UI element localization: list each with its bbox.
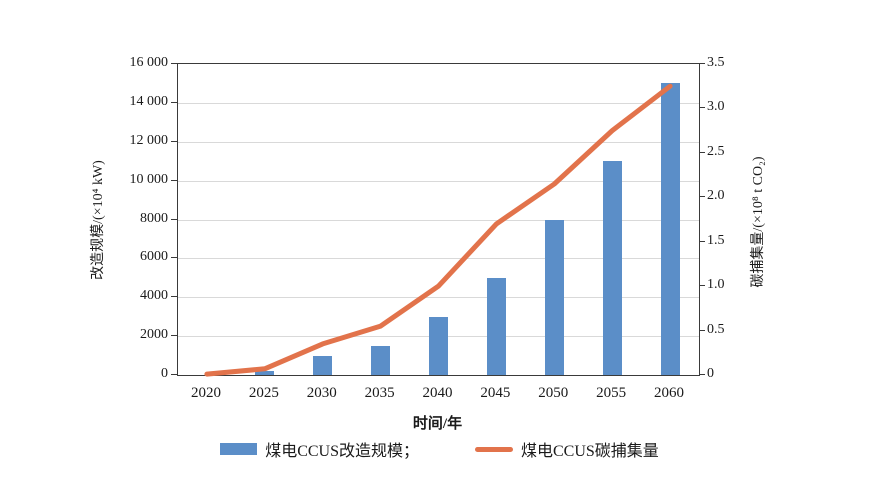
x-axis-tick-label: 2020	[190, 385, 221, 401]
line-series	[204, 83, 673, 377]
right-axis-title: 碳捕集量/(×10⁸ t CO₂)	[751, 156, 766, 288]
right-axis-tick	[699, 196, 705, 198]
left-axis-tick-label: 10 000	[129, 171, 169, 187]
plot-area	[177, 63, 700, 377]
right-axis-tick-label: 3.0	[707, 99, 725, 115]
legend-label-line-series: 煤电CCUS碳捕集量	[521, 443, 659, 460]
right-axis-tick-label: 1.5	[707, 232, 725, 248]
left-axis-tick-label: 12 000	[129, 132, 169, 148]
grid-line	[178, 180, 699, 182]
bar	[660, 83, 680, 375]
right-axis-tick	[699, 374, 705, 375]
left-axis-tick-label: 4000	[140, 288, 168, 304]
left-axis-tick	[171, 374, 177, 375]
left-axis-tick	[171, 140, 177, 142]
x-axis-tick-label: 2060	[654, 385, 685, 401]
left-axis-tick	[171, 335, 177, 337]
right-axis-tick-label: 2.0	[707, 188, 725, 204]
bar	[313, 355, 333, 375]
right-axis-tick	[699, 63, 705, 64]
grid-line	[178, 141, 699, 143]
right-axis-tick	[699, 240, 705, 242]
right-axis-tick	[699, 107, 705, 109]
x-axis-title: 时间/年	[412, 416, 463, 432]
bar	[486, 277, 506, 375]
bar	[371, 345, 391, 375]
line-series-path	[204, 83, 673, 377]
left-axis-tick	[171, 101, 177, 103]
x-axis-tick-label: 2030	[306, 385, 337, 401]
right-axis-tick-label: 0	[707, 366, 714, 381]
right-axis-tick-label: 3.5	[707, 55, 725, 70]
legend-label-bar-series: 煤电CCUS改造规模；	[265, 443, 419, 460]
bar	[255, 371, 275, 375]
right-axis-tick	[699, 285, 705, 287]
left-axis-tick	[171, 63, 177, 64]
grid-line	[178, 297, 699, 299]
left-axis-tick	[171, 179, 177, 181]
x-axis-tick-label: 2055	[596, 385, 627, 401]
x-axis-tick-label: 2025	[248, 385, 279, 401]
grid-line	[178, 258, 699, 260]
legend-item-line-series: 煤电CCUS碳捕集量	[475, 437, 659, 461]
left-axis-tick-label: 14 000	[129, 93, 169, 109]
left-axis-tick-label: 2000	[140, 327, 168, 343]
right-axis-tick-label: 1.0	[707, 277, 725, 293]
left-axis-tick-label: 16 000	[129, 55, 169, 70]
bar	[429, 316, 448, 375]
right-axis-tick-label: 0.5	[707, 321, 725, 337]
x-axis-tick-label: 2050	[538, 385, 569, 401]
left-axis-tick	[171, 257, 177, 259]
line-series-swatch	[475, 446, 513, 452]
grid-line	[178, 219, 699, 221]
left-axis-tick-label: 0	[161, 366, 168, 381]
left-axis-tick	[171, 218, 177, 220]
left-axis-tick-label: 6000	[140, 249, 168, 265]
left-axis-tick	[171, 296, 177, 298]
x-axis-tick-label: 2035	[364, 385, 395, 401]
bar	[544, 219, 564, 375]
bar-series-swatch	[220, 443, 258, 455]
right-axis-tick	[699, 151, 705, 153]
right-axis-tick	[699, 329, 705, 331]
right-axis-tick-label: 2.5	[707, 143, 725, 159]
x-axis-tick-label: 2040	[422, 385, 453, 401]
legend-item-bar-series: 煤电CCUS改造规模；	[220, 437, 419, 461]
legend: 煤电CCUS改造规模； 煤电CCUS碳捕集量	[0, 437, 879, 461]
left-axis-tick-label: 8000	[140, 210, 168, 226]
grid-line	[178, 102, 699, 104]
bar	[602, 161, 622, 375]
x-axis-tick-label: 2045	[480, 385, 511, 401]
